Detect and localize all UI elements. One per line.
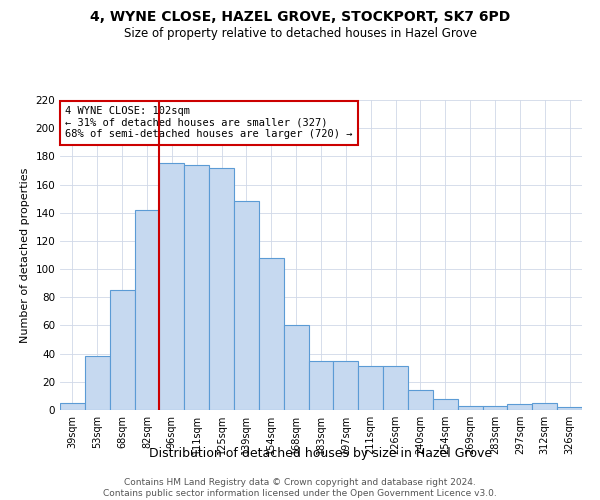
Y-axis label: Number of detached properties: Number of detached properties [20,168,30,342]
Bar [557,407,582,410]
Text: Contains HM Land Registry data © Crown copyright and database right 2024.
Contai: Contains HM Land Registry data © Crown c… [103,478,497,498]
Bar [334,360,358,410]
Bar [110,290,134,410]
Bar [209,168,234,410]
Bar [433,398,458,410]
Bar [259,258,284,410]
Bar [160,164,184,410]
Text: Size of property relative to detached houses in Hazel Grove: Size of property relative to detached ho… [124,28,476,40]
Bar [284,326,308,410]
Bar [60,403,85,410]
Text: 4 WYNE CLOSE: 102sqm
← 31% of detached houses are smaller (327)
68% of semi-deta: 4 WYNE CLOSE: 102sqm ← 31% of detached h… [65,106,353,140]
Bar [383,366,408,410]
Bar [134,210,160,410]
Bar [184,165,209,410]
Text: Distribution of detached houses by size in Hazel Grove: Distribution of detached houses by size … [149,448,493,460]
Bar [482,406,508,410]
Text: 4, WYNE CLOSE, HAZEL GROVE, STOCKPORT, SK7 6PD: 4, WYNE CLOSE, HAZEL GROVE, STOCKPORT, S… [90,10,510,24]
Bar [308,360,334,410]
Bar [408,390,433,410]
Bar [234,202,259,410]
Bar [458,406,482,410]
Bar [532,403,557,410]
Bar [508,404,532,410]
Bar [85,356,110,410]
Bar [358,366,383,410]
